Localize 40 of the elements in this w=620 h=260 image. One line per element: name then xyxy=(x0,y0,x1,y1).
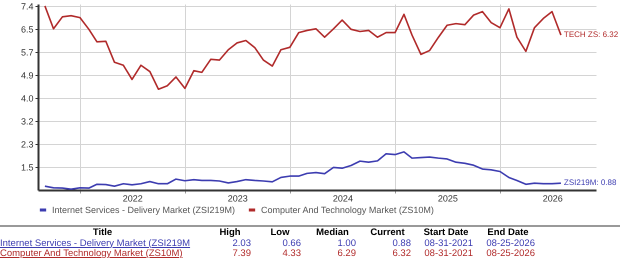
y-tick-label: 6.5 xyxy=(20,24,34,34)
y-tick-label: 1.5 xyxy=(20,162,34,172)
x-tick-label: 2026 xyxy=(542,194,563,204)
text: Current xyxy=(369,227,406,238)
text: Computer And Technology Market (ZS10M) xyxy=(0,248,184,260)
text: 4.33 xyxy=(282,248,302,260)
y-tick-label: 7.4 xyxy=(20,1,34,12)
text: 6.32 xyxy=(392,248,412,260)
text: Internet Services - Delivery Market (ZSI219M xyxy=(0,238,192,249)
text: Title xyxy=(92,227,114,238)
text: 0.88 xyxy=(392,238,412,249)
x-tick-label: 2024 xyxy=(332,194,353,204)
text: Start Date xyxy=(422,227,470,238)
x-tick-label: 2023 xyxy=(228,194,248,204)
text: Median xyxy=(315,227,350,238)
annotation: TECH ZS: 6.32 xyxy=(564,30,619,40)
line-series xyxy=(44,5,562,90)
text: 08-25-2026 xyxy=(485,238,536,249)
y-tick-label: 2.3 xyxy=(20,139,34,150)
line-series xyxy=(44,151,562,190)
x-tick-label: 2025 xyxy=(438,194,458,204)
text: 0.66 xyxy=(282,238,302,249)
y-tick-label: 4.0 xyxy=(20,93,34,104)
text: 08-31-2021 xyxy=(423,248,474,260)
y-tick-label: 4.9 xyxy=(20,70,34,80)
annotation: ZSI219M: 0.88 xyxy=(564,178,617,188)
legend-label: Computer And Technology Market (ZS10M) xyxy=(261,205,434,215)
text: 7.39 xyxy=(232,248,252,260)
y-tick-label: 5.7 xyxy=(20,47,34,58)
legend-label: Internet Services - Delivery Market (ZSI219M) xyxy=(52,205,236,215)
text: High xyxy=(218,227,242,238)
text: Low xyxy=(270,227,290,238)
text: 08-25-2026 xyxy=(485,248,536,260)
x-tick-label: 2022 xyxy=(122,194,143,204)
y-tick-label: 3.2 xyxy=(20,116,34,126)
text: 2.03 xyxy=(232,238,252,249)
text: 08-31-2021 xyxy=(423,238,474,249)
text: 1.00 xyxy=(336,238,357,249)
text: End Date xyxy=(486,227,530,238)
text: 6.29 xyxy=(336,248,357,260)
